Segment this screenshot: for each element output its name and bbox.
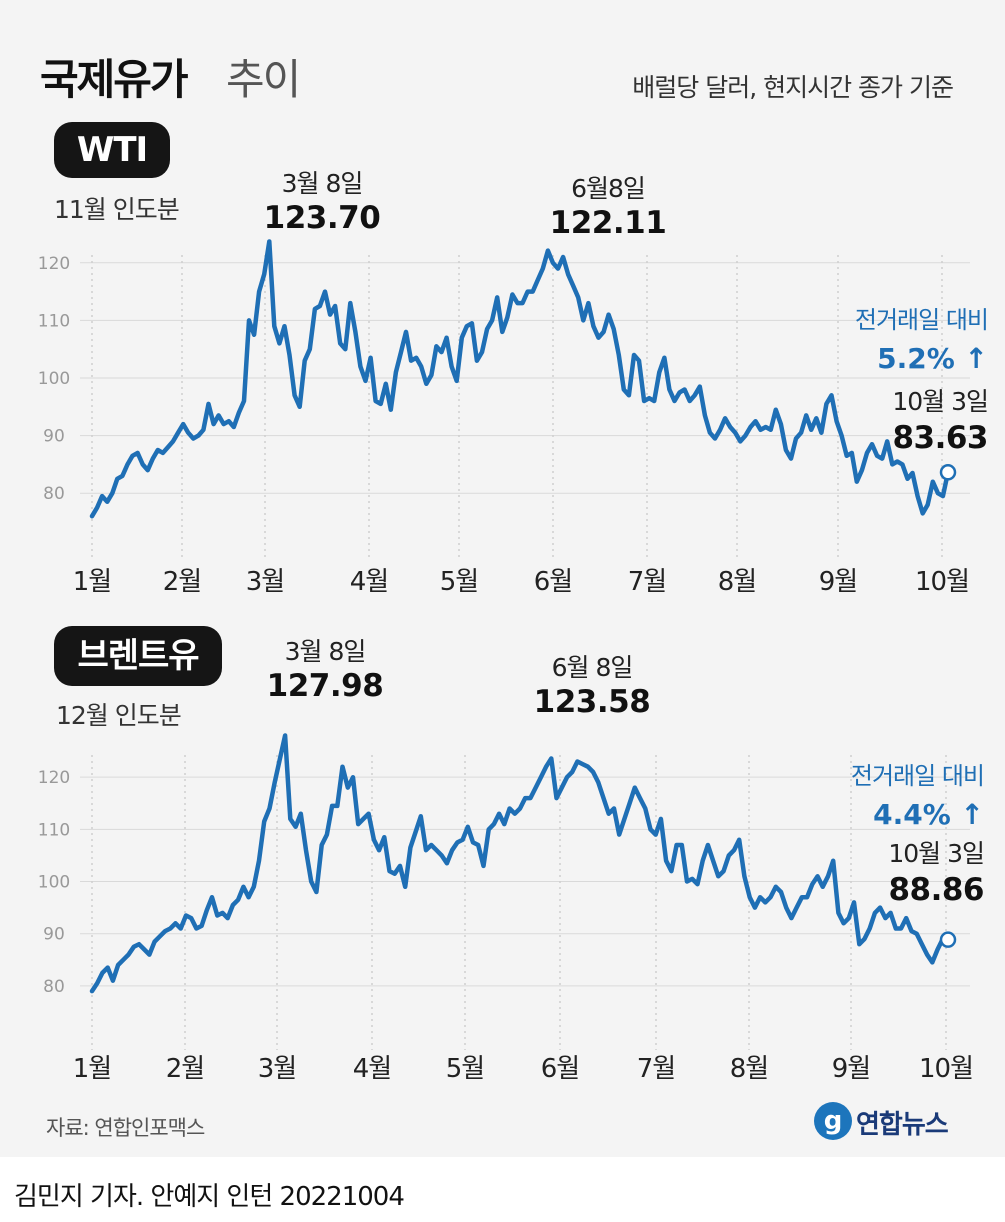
wti-x-tick-label: 10월	[915, 567, 969, 597]
brent-x-tick-label: 5월	[446, 1054, 484, 1084]
brand-logo: g 연합뉴스	[814, 1102, 984, 1146]
brent-last-date: 10월 3일	[888, 839, 984, 868]
brent-peak-date: 3월 8일	[285, 637, 366, 666]
brent-change-value: 4.4% ↑	[873, 798, 984, 831]
wti-y-tick-label: 120	[38, 254, 70, 274]
wti-x-tick-label: 9월	[819, 567, 857, 597]
brent-price-line	[89, 733, 951, 994]
byline: 김민지 기자. 안예지 인턴 20221004	[14, 1182, 405, 1212]
brent-peak-value: 123.58	[534, 684, 651, 720]
wti-y-tick-label: 90	[43, 427, 65, 447]
brent-x-tick-label: 7월	[637, 1054, 675, 1084]
brent-y-tick-label: 90	[43, 925, 65, 945]
wti-x-tick-label: 8월	[718, 567, 756, 597]
wti-x-tick-label: 6월	[534, 567, 572, 597]
wti-last-value: 83.63	[892, 420, 988, 456]
brent-x-tick-label: 6월	[541, 1054, 579, 1084]
wti-change-value: 5.2% ↑	[877, 342, 988, 375]
unit-note: 배럴당 달러, 현지시간 종가 기준	[632, 73, 954, 102]
wti-peak-date: 3월 8일	[282, 169, 363, 198]
wti-y-tick-label: 100	[38, 369, 70, 389]
wti-x-tick-label: 4월	[350, 567, 388, 597]
wti-x-tick-label: 2월	[163, 567, 201, 597]
brent-x-tick-label: 9월	[832, 1054, 870, 1084]
wti-change-label: 전거래일 대비	[855, 306, 988, 334]
wti-y-tick-label: 80	[43, 484, 65, 504]
brent-last-point-marker	[939, 931, 957, 948]
wti-peak-value: 123.70	[264, 200, 381, 236]
brent-last-value: 88.86	[888, 872, 984, 908]
wti-last-date: 10월 3일	[892, 387, 988, 416]
brent-badge: 브렌트유	[54, 626, 222, 686]
wti-badge: WTI	[54, 122, 170, 178]
brent-x-tick-label: 2월	[166, 1054, 204, 1084]
brent-x-tick-label: 10월	[919, 1054, 973, 1084]
wti-peak-date: 6월8일	[571, 174, 645, 203]
brent-x-tick-label: 8월	[730, 1054, 768, 1084]
brent-peak-value: 127.98	[267, 668, 384, 704]
brand-name: 연합뉴스	[856, 1110, 949, 1140]
brent-peak-date: 6월 8일	[552, 653, 633, 682]
brent-y-tick-label: 80	[43, 977, 65, 997]
wti-x-tick-label: 5월	[440, 567, 478, 597]
brent-y-tick-label: 120	[38, 768, 70, 788]
page-title: 국제유가	[40, 55, 189, 104]
wti-x-tick-label: 3월	[246, 567, 284, 597]
wti-price-line	[89, 239, 951, 519]
brent-x-tick-label: 3월	[258, 1054, 296, 1084]
brent-x-tick-label: 4월	[353, 1054, 391, 1084]
wti-peak-value: 122.11	[550, 205, 667, 241]
source-note: 자료: 연합인포맥스	[46, 1116, 205, 1140]
wti-x-tick-label: 7월	[628, 567, 666, 597]
wti-contract-label: 11월 인도분	[54, 195, 180, 224]
page-subtitle: 추이	[226, 55, 301, 104]
brent-change-label: 전거래일 대비	[851, 762, 984, 790]
wti-last-point-marker	[939, 464, 957, 481]
brent-y-tick-label: 100	[38, 873, 70, 893]
wti-y-tick-label: 110	[38, 311, 70, 331]
brent-y-tick-label: 110	[38, 820, 70, 840]
brent-contract-label: 12월 인도분	[56, 701, 182, 730]
yonhap-logo-icon: g	[814, 1102, 852, 1140]
footer-bar	[0, 1157, 1005, 1222]
brent-x-tick-label: 1월	[73, 1054, 111, 1084]
wti-x-tick-label: 1월	[73, 567, 111, 597]
